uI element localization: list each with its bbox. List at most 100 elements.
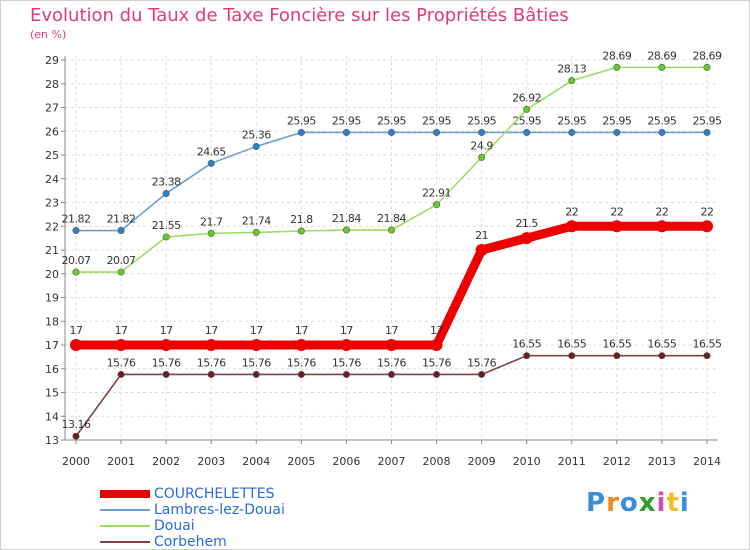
data-point xyxy=(117,268,125,276)
logo-letter: x xyxy=(638,488,657,518)
y-tick-label: 26 xyxy=(45,125,59,138)
data-label: 17 xyxy=(160,324,173,337)
legend-item-lambres-lez-douai: Lambres-lez-Douai xyxy=(100,502,285,518)
data-point xyxy=(72,227,80,235)
data-label: 22 xyxy=(610,205,623,218)
data-label: 22 xyxy=(655,205,668,218)
data-point xyxy=(568,128,576,136)
y-tick-label: 21 xyxy=(45,244,59,257)
chart-legend: COURCHELETTES Lambres-lez-Douai Douai Co… xyxy=(100,486,285,550)
data-point xyxy=(72,268,80,276)
data-point xyxy=(387,128,395,136)
y-tick-label: 20 xyxy=(45,268,59,281)
data-label: 15.76 xyxy=(332,356,361,369)
data-point xyxy=(160,339,173,351)
data-point xyxy=(610,220,623,233)
data-label: 25.95 xyxy=(332,114,361,127)
data-label: 24.9 xyxy=(470,139,493,152)
data-point xyxy=(162,189,170,197)
data-label: 22 xyxy=(565,205,578,218)
x-tick-label: 2001 xyxy=(107,455,135,468)
data-label: 15.76 xyxy=(152,356,181,369)
data-point xyxy=(162,370,170,378)
data-label: 15.76 xyxy=(242,356,271,369)
data-point xyxy=(613,63,621,71)
logo-letter: i xyxy=(679,488,690,518)
y-tick-label: 15 xyxy=(45,387,59,400)
legend-item-corbehem: Corbehem xyxy=(100,534,285,550)
data-point xyxy=(342,128,350,136)
data-point xyxy=(250,339,263,351)
data-label: 21.8 xyxy=(290,213,313,226)
data-point xyxy=(658,352,666,360)
data-label: 15.76 xyxy=(467,356,496,369)
data-label: 21.82 xyxy=(62,213,91,226)
chart-title: Evolution du Taux de Taxe Foncière sur l… xyxy=(30,5,569,26)
data-point xyxy=(162,233,170,241)
data-label: 17 xyxy=(295,324,308,337)
data-label: 17 xyxy=(250,324,263,337)
legend-label: Lambres-lez-Douai xyxy=(154,502,285,518)
y-tick-label: 22 xyxy=(45,220,59,233)
data-label: 16.55 xyxy=(557,338,586,351)
data-label: 25.95 xyxy=(422,114,451,127)
data-point xyxy=(568,352,576,360)
data-point xyxy=(703,352,711,360)
x-tick-label: 2008 xyxy=(423,455,451,468)
legend-swatch xyxy=(100,541,150,543)
y-tick-label: 18 xyxy=(45,315,59,328)
data-label: 22.91 xyxy=(422,187,451,200)
data-label: 17 xyxy=(340,324,353,337)
x-tick-label: 2004 xyxy=(242,455,270,468)
data-point xyxy=(115,339,128,351)
data-point xyxy=(297,227,305,235)
data-point xyxy=(342,370,350,378)
y-tick-label: 17 xyxy=(45,339,59,352)
data-point xyxy=(117,370,125,378)
x-tick-label: 2012 xyxy=(603,455,631,468)
data-point xyxy=(478,128,486,136)
legend-label: Corbehem xyxy=(154,534,227,550)
data-point xyxy=(387,226,395,234)
y-tick-label: 19 xyxy=(45,292,59,305)
data-label: 21.55 xyxy=(152,219,181,232)
data-point xyxy=(340,339,353,351)
x-tick-label: 2003 xyxy=(197,455,225,468)
data-label: 21 xyxy=(475,229,488,242)
data-point xyxy=(658,128,666,136)
logo-letter: o xyxy=(619,488,639,518)
data-label: 26.92 xyxy=(512,91,541,104)
data-label: 20.07 xyxy=(62,254,91,267)
data-point xyxy=(700,220,713,233)
data-label: 17 xyxy=(70,324,83,337)
data-point xyxy=(207,229,215,237)
data-label: 25.95 xyxy=(647,114,676,127)
data-label: 25.95 xyxy=(467,114,496,127)
data-label: 25.95 xyxy=(602,114,631,127)
logo-letter: P xyxy=(586,488,607,518)
y-tick-label: 14 xyxy=(45,410,59,423)
data-point xyxy=(433,370,441,378)
data-point xyxy=(433,128,441,136)
data-label: 17 xyxy=(205,324,218,337)
data-label: 16.55 xyxy=(602,338,631,351)
data-point xyxy=(703,128,711,136)
y-tick-label: 13 xyxy=(45,434,59,447)
y-tick-label: 23 xyxy=(45,197,59,210)
x-tick-label: 2009 xyxy=(468,455,496,468)
data-point xyxy=(433,201,441,209)
data-label: 15.76 xyxy=(107,356,136,369)
y-tick-label: 25 xyxy=(45,149,59,162)
data-point xyxy=(475,244,488,256)
data-point xyxy=(523,128,531,136)
data-point xyxy=(430,339,443,351)
logo-letter: t xyxy=(666,488,680,518)
data-label: 21.82 xyxy=(107,213,136,226)
x-tick-label: 2014 xyxy=(693,455,721,468)
data-point xyxy=(252,142,260,150)
data-point xyxy=(385,339,398,351)
data-point xyxy=(297,128,305,136)
data-point xyxy=(658,63,666,71)
data-point xyxy=(117,227,125,235)
